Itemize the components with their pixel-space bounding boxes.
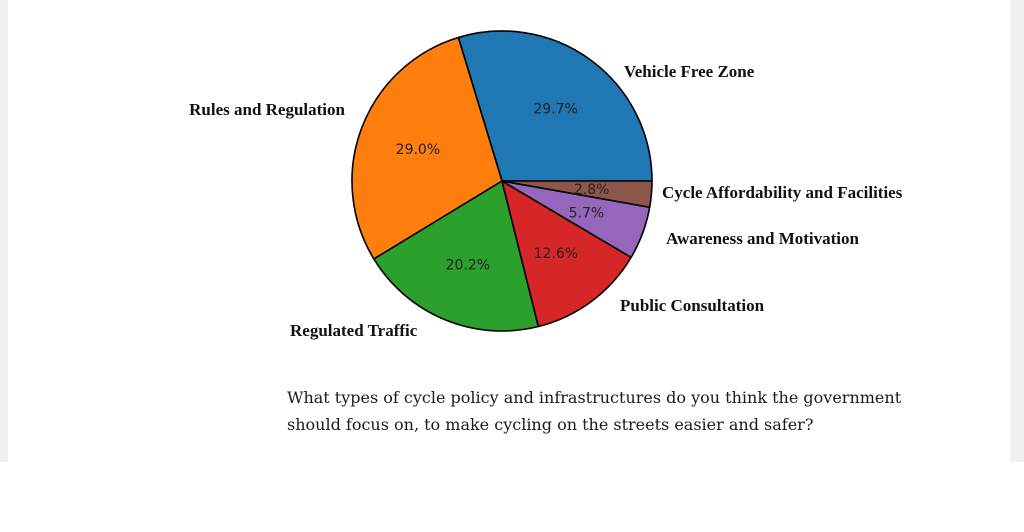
pie-slice-regulated-traffic: [373, 180, 540, 332]
pie-category-label-regulated-traffic: Regulated Traffic: [290, 321, 418, 340]
pie-category-label-cycle-affordability-and-facilities: Cycle Affordability and Facilities: [662, 183, 903, 202]
pie-value-label-regulated-traffic: 20.2%: [446, 257, 490, 273]
pie-category-label-awareness-and-motivation: Awareness and Motivation: [666, 229, 860, 248]
pie-value-label-rules-and-regulation: 29.0%: [396, 142, 440, 158]
pie-value-label-public-consultation: 12.6%: [534, 246, 578, 262]
survey-question: What types of cycle policy and infrastru…: [287, 384, 967, 438]
pie-slice-public-consultation: [501, 180, 632, 328]
pie-category-label-public-consultation: Public Consultation: [620, 296, 765, 315]
question-line-1: What types of cycle policy and infrastru…: [287, 388, 902, 407]
pie-value-label-awareness-and-motivation: 5.7%: [569, 205, 605, 221]
pie-value-label-vehicle-free-zone: 29.7%: [533, 102, 577, 118]
pie-slice-vehicle-free-zone: [457, 30, 653, 182]
pie-slice-cycle-affordability-and-facilities: [501, 180, 653, 209]
pie-value-label-cycle-affordability-and-facilities: 2.8%: [574, 182, 610, 198]
pie-chart: 29.7% 29.0% 20.2% 12.6% 5.7% 2.8% Vehicle Free…: [189, 30, 903, 340]
pie-category-label-vehicle-free-zone: Vehicle Free Zone: [624, 62, 755, 81]
question-line-2: should focus on, to make cycling on the …: [287, 415, 814, 434]
pie-category-label-rules-and-regulation: Rules and Regulation: [189, 100, 345, 119]
